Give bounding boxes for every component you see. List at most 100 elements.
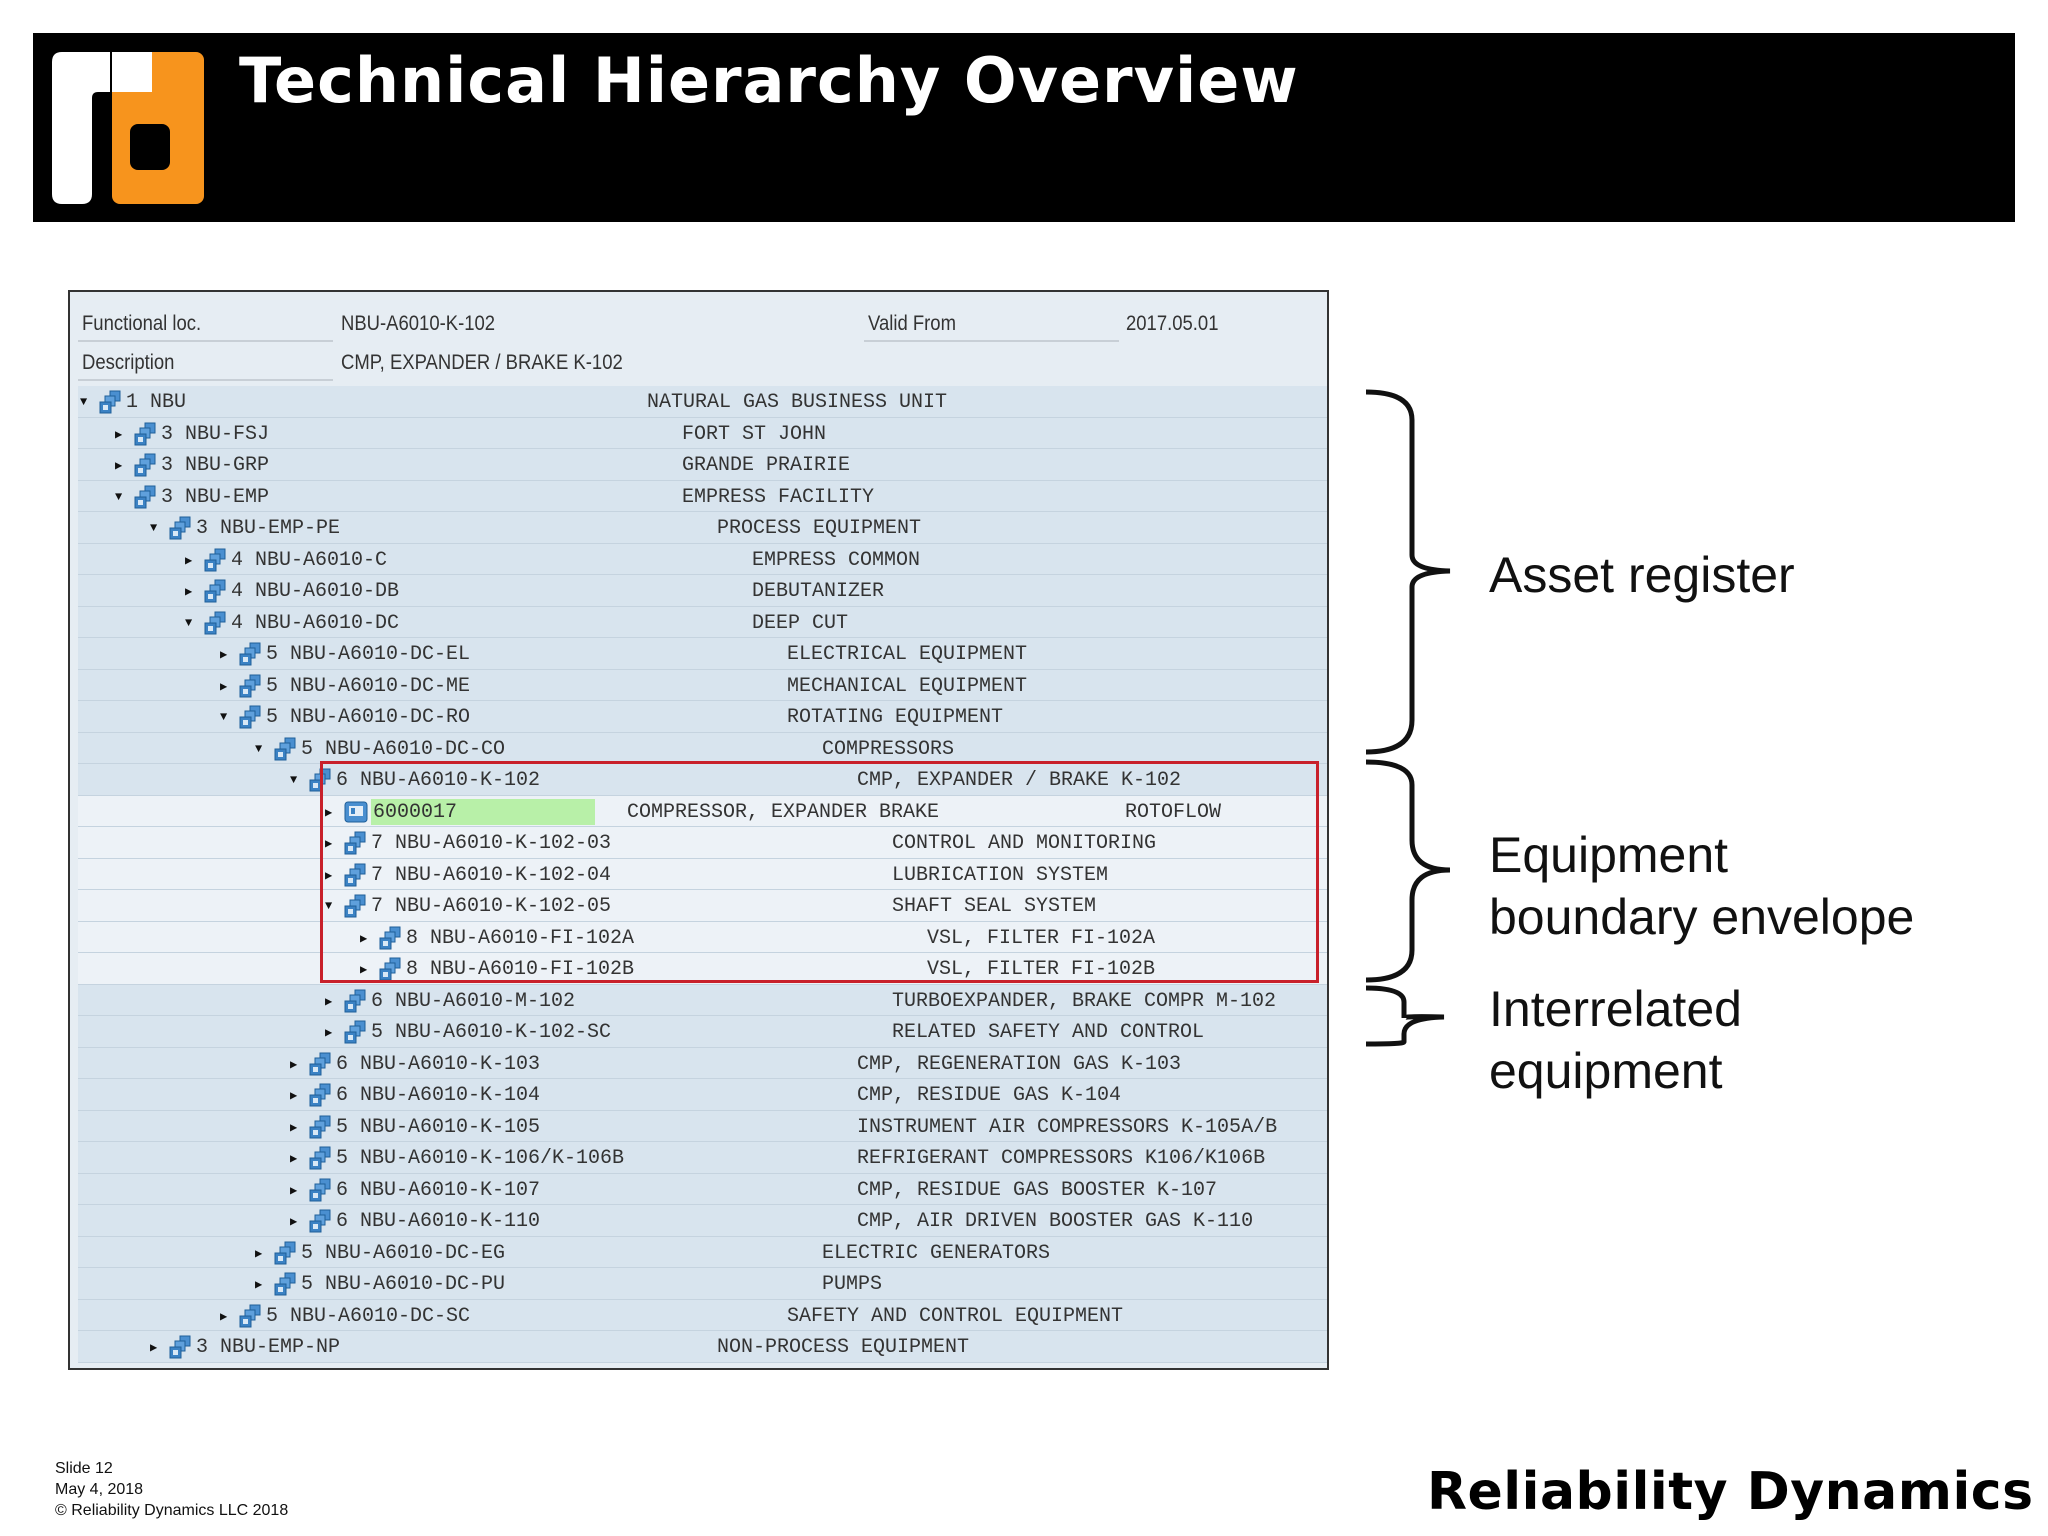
tree-row[interactable]: ▶ 4 NBU-A6010-DB DEBUTANIZER: [78, 575, 1327, 607]
tree-row[interactable]: ▶ 7 NBU-A6010-K-102-04 LUBRICATION SYSTEM: [78, 858, 1327, 890]
node-id[interactable]: 3 NBU-EMP-NP: [196, 1336, 341, 1359]
node-id[interactable]: 5 NBU-A6010-DC-EL: [266, 643, 471, 666]
tree-row[interactable]: ▶ 5 NBU-A6010-K-105 INSTRUMENT AIR COMPRES…: [78, 1110, 1327, 1142]
tree-row[interactable]: ▶ 8 NBU-A6010-FI-102B VSL, FILTER FI-102B: [78, 953, 1327, 985]
tree-row[interactable]: ▶ 4 NBU-A6010-C EMPRESS COMMON: [78, 543, 1327, 575]
expand-arrow-icon[interactable]: ▶: [290, 1120, 298, 1135]
functional-location-icon: [98, 389, 124, 415]
expand-arrow-icon[interactable]: ▶: [325, 1026, 333, 1040]
expand-arrow-icon[interactable]: ▶: [290, 1183, 298, 1198]
expand-arrow-icon[interactable]: ▶: [255, 1278, 263, 1292]
node-id[interactable]: 4 NBU-A6010-C: [231, 548, 388, 572]
expand-arrow-icon[interactable]: ▶: [220, 679, 228, 694]
expand-arrow-icon[interactable]: ▶: [185, 585, 193, 599]
collapse-arrow-icon[interactable]: ▼: [220, 710, 228, 724]
tree-row[interactable]: ▶ 5 NBU-A6010-DC-PU PUMPS: [78, 1268, 1327, 1300]
node-id[interactable]: 7 NBU-A6010-K-102-05: [371, 895, 612, 918]
tree-row[interactable]: ▼ 6 NBU-A6010-K-102 CMP, EXPANDER / BRAKE …: [78, 764, 1327, 796]
tree-row[interactable]: ▶ 6 NBU-A6010-M-102 TURBOEXPANDER, BRAKE C…: [78, 984, 1327, 1016]
expand-arrow-icon[interactable]: ▶: [325, 868, 333, 883]
tree-row[interactable]: ▶ 6000017 COMPRESSOR, EXPANDER BRAKE ROTOFL…: [78, 795, 1327, 827]
title-banner: [33, 33, 2015, 222]
node-id[interactable]: 6 NBU-A6010-M-102: [371, 989, 576, 1013]
expand-arrow-icon[interactable]: ▶: [325, 994, 333, 1009]
expand-arrow-icon[interactable]: ▶: [290, 1089, 298, 1103]
collapse-arrow-icon[interactable]: ▼: [150, 521, 158, 535]
tree-row[interactable]: ▶ 6 NBU-A6010-K-110 CMP, AIR DRIVEN BOOSTE…: [78, 1205, 1327, 1237]
node-id[interactable]: 6 NBU-A6010-K-104: [336, 1084, 541, 1107]
expand-arrow-icon[interactable]: ▶: [185, 553, 193, 568]
node-id[interactable]: 5 NBU-A6010-K-102-SC: [371, 1021, 612, 1044]
expand-arrow-icon[interactable]: ▶: [115, 459, 123, 473]
tree-row[interactable]: ▶ 6 NBU-A6010-K-107 CMP, RESIDUE GAS BOOST…: [78, 1173, 1327, 1205]
tree-row[interactable]: ▶ 3 NBU-FSJ FORT ST JOHN: [78, 417, 1327, 449]
node-id[interactable]: 7 NBU-A6010-K-102-03: [371, 832, 612, 855]
node-id[interactable]: 5 NBU-A6010-DC-PU: [301, 1273, 506, 1296]
node-id[interactable]: 5 NBU-A6010-DC-SC: [266, 1304, 471, 1328]
tree-row[interactable]: ▶ 5 NBU-A6010-DC-EG ELECTRIC GENERATORS: [78, 1236, 1327, 1268]
node-id[interactable]: 5 NBU-A6010-DC-RO: [266, 706, 471, 729]
node-id[interactable]: 3 NBU-EMP: [161, 485, 270, 509]
description-value[interactable]: CMP, EXPANDER / BRAKE K-102: [341, 351, 623, 374]
tree-row[interactable]: ▶ 6 NBU-A6010-K-103 CMP, REGENERATION GAS …: [78, 1047, 1327, 1079]
node-id[interactable]: 7 NBU-A6010-K-102-04: [371, 863, 612, 887]
tree-row[interactable]: ▶ 5 NBU-A6010-K-106/K-106B REFRIGERANT COM…: [78, 1142, 1327, 1174]
expand-arrow-icon[interactable]: ▶: [290, 1057, 298, 1072]
tree-row[interactable]: ▶ 3 NBU-EMP-NP NON-PROCESS EQUIPMENT: [78, 1331, 1327, 1363]
expand-arrow-icon[interactable]: ▶: [220, 1309, 228, 1324]
node-id[interactable]: 1 NBU: [126, 391, 187, 414]
collapse-arrow-icon[interactable]: ▼: [185, 615, 193, 630]
node-id[interactable]: 6 NBU-A6010-K-102: [336, 769, 541, 792]
expand-arrow-icon[interactable]: ▶: [325, 805, 333, 820]
tree-row[interactable]: ▶ 5 NBU-A6010-DC-SC SAFETY AND CONTROL EQU…: [78, 1299, 1327, 1331]
collapse-arrow-icon[interactable]: ▼: [255, 741, 263, 756]
collapse-arrow-icon[interactable]: ▼: [325, 899, 333, 913]
expand-arrow-icon[interactable]: ▶: [360, 931, 368, 946]
collapse-arrow-icon[interactable]: ▼: [80, 395, 88, 409]
tree-row[interactable]: ▶ 5 NBU-A6010-K-102-SC RELATED SAFETY AND …: [78, 1016, 1327, 1048]
node-id[interactable]: 5 NBU-A6010-DC-EG: [301, 1241, 506, 1265]
node-id[interactable]: 4 NBU-A6010-DC: [231, 611, 400, 635]
functional-loc-value[interactable]: NBU-A6010-K-102: [341, 312, 496, 335]
node-id[interactable]: 8 NBU-A6010-FI-102A: [406, 926, 635, 950]
expand-arrow-icon[interactable]: ▶: [360, 963, 368, 977]
tree-row[interactable]: ▶ 7 NBU-A6010-K-102-03 CONTROL AND MONITOR…: [78, 827, 1327, 859]
node-id[interactable]: 8 NBU-A6010-FI-102B: [406, 958, 635, 981]
node-id[interactable]: 6 NBU-A6010-K-103: [336, 1052, 541, 1076]
collapse-arrow-icon[interactable]: ▼: [290, 773, 298, 787]
node-id[interactable]: 5 NBU-A6010-DC-CO: [301, 737, 506, 761]
node-id[interactable]: 6000017: [371, 798, 595, 825]
node-id[interactable]: 6 NBU-A6010-K-110: [336, 1210, 541, 1233]
node-description: ROTATING EQUIPMENT: [787, 706, 1004, 729]
tree-row[interactable]: ▶ 8 NBU-A6010-FI-102A VSL, FILTER FI-102A: [78, 921, 1327, 953]
expand-arrow-icon[interactable]: ▶: [290, 1215, 298, 1229]
tree-row[interactable]: ▶ 5 NBU-A6010-DC-EL ELECTRICAL EQUIPMENT: [78, 638, 1327, 670]
tree-row[interactable]: ▼ 4 NBU-A6010-DC DEEP CUT: [78, 606, 1327, 638]
tree-row[interactable]: ▼ 7 NBU-A6010-K-102-05 SHAFT SEAL SYSTEM: [78, 890, 1327, 922]
node-id[interactable]: 3 NBU-EMP-PE: [196, 517, 341, 540]
tree-row[interactable]: ▶ 6 NBU-A6010-K-104 CMP, RESIDUE GAS K-104: [78, 1079, 1327, 1111]
node-id[interactable]: 5 NBU-A6010-DC-ME: [266, 674, 471, 698]
tree-row[interactable]: ▼ 1 NBU NATURAL GAS BUSINESS UNIT: [78, 386, 1327, 418]
tree-row[interactable]: ▼ 3 NBU-EMP EMPRESS FACILITY: [78, 480, 1327, 512]
tree-row[interactable]: ▼ 3 NBU-EMP-PE PROCESS EQUIPMENT: [78, 512, 1327, 544]
expand-arrow-icon[interactable]: ▶: [255, 1246, 263, 1261]
tree-row[interactable]: ▼ 5 NBU-A6010-DC-RO ROTATING EQUIPMENT: [78, 701, 1327, 733]
node-id[interactable]: 6 NBU-A6010-K-107: [336, 1178, 541, 1202]
tree-row[interactable]: ▶ 5 NBU-A6010-DC-ME MECHANICAL EQUIPMENT: [78, 669, 1327, 701]
node-id[interactable]: 5 NBU-A6010-K-105: [336, 1115, 541, 1139]
node-id[interactable]: 3 NBU-FSJ: [161, 422, 270, 446]
expand-arrow-icon[interactable]: ▶: [220, 648, 228, 662]
expand-arrow-icon[interactable]: ▶: [150, 1341, 158, 1355]
expand-arrow-icon[interactable]: ▶: [115, 427, 123, 442]
tree-row[interactable]: ▶ 3 NBU-GRP GRANDE PRAIRIE: [78, 449, 1327, 481]
expand-arrow-icon[interactable]: ▶: [290, 1152, 298, 1166]
tree-row[interactable]: ▼ 5 NBU-A6010-DC-CO COMPRESSORS: [78, 732, 1327, 764]
collapse-arrow-icon[interactable]: ▼: [115, 489, 123, 504]
valid-from-value[interactable]: 2017.05.01: [1126, 312, 1219, 335]
node-id[interactable]: 5 NBU-A6010-K-106/K-106B: [336, 1147, 625, 1170]
expand-arrow-icon[interactable]: ▶: [325, 837, 333, 851]
node-id[interactable]: 3 NBU-GRP: [161, 454, 270, 477]
functional-location-icon: [273, 1240, 299, 1266]
node-id[interactable]: 4 NBU-A6010-DB: [231, 580, 400, 603]
